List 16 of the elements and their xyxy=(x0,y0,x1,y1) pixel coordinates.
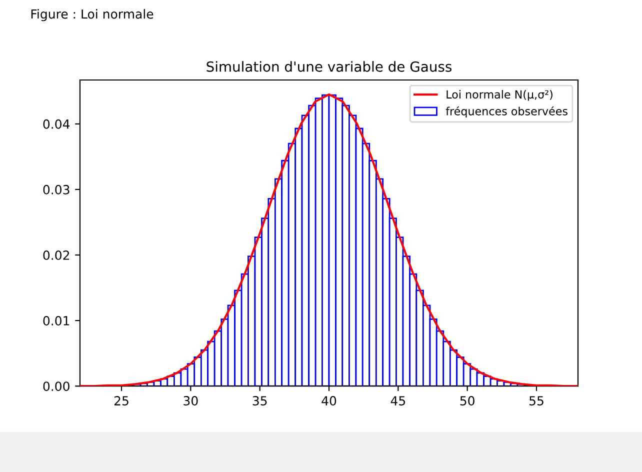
y-tick-label: 0.00 xyxy=(43,382,70,392)
legend-label: Loi normale N(μ,σ²) xyxy=(446,90,552,101)
x-tick-label: 35 xyxy=(252,396,267,406)
y-tick-label: 0.01 xyxy=(43,316,70,326)
x-tick-label: 50 xyxy=(460,396,474,406)
x-tick-label: 25 xyxy=(114,396,128,406)
chart-title: Simulation d'une variable de Gauss xyxy=(206,61,452,72)
y-tick-label: 0.02 xyxy=(43,250,70,260)
legend-label: fréquences observées xyxy=(446,106,568,118)
x-tick-label: 30 xyxy=(184,396,198,406)
x-tick-label: 40 xyxy=(322,396,336,406)
text: Figure : Loi normale xyxy=(31,9,154,22)
x-tick-label: 45 xyxy=(390,396,406,406)
y-tick-label: 0.03 xyxy=(43,184,70,194)
y-tick-label: 0.04 xyxy=(43,119,70,129)
x-tick-label: 55 xyxy=(530,396,544,406)
